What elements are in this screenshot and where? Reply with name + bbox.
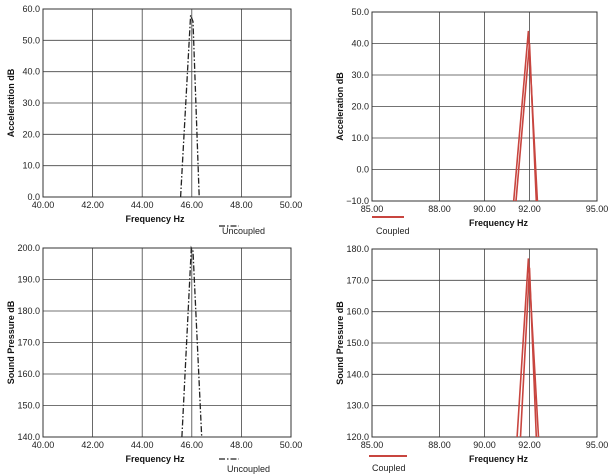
x-tick-label: 95.00: [586, 204, 609, 214]
y-axis-label: Acceleration dB: [335, 72, 345, 141]
plot-frame: [42, 8, 292, 198]
y-tick-label: 130.0: [346, 401, 369, 411]
x-tick-label: 85.00: [361, 204, 384, 214]
plot-frame: [371, 11, 598, 202]
x-tick-label: 46.00: [181, 440, 204, 450]
y-tick-label: 150.0: [346, 338, 369, 348]
y-tick-label: 140.0: [346, 369, 369, 379]
plot-frame: [371, 248, 598, 438]
x-tick-label: 50.00: [280, 200, 303, 210]
y-tick-label: 190.0: [17, 275, 40, 285]
x-tick-label: 42.00: [81, 440, 104, 450]
chart-1: 40.00 42.00 44.00 46.00 48.00 50.00 0.0 10.0 20.…: [6, 4, 302, 236]
y-tick-label: 120.0: [346, 432, 369, 442]
x-tick-label: 90.00: [473, 204, 496, 214]
legend-label: Coupled: [376, 226, 410, 236]
legend-label: Uncoupled: [222, 226, 265, 236]
x-tick-label: 92.00: [518, 204, 541, 214]
y-tick-label: 170.0: [17, 338, 40, 348]
x-axis-label: Frequency Hz: [125, 454, 185, 464]
y-tick-label: 0.0: [27, 192, 40, 202]
series-line: [519, 267, 538, 438]
x-tick-label: 95.00: [586, 440, 609, 450]
x-axis-label: Frequency Hz: [469, 218, 529, 228]
x-tick-label: 92.00: [518, 440, 541, 450]
y-tick-label: 20.0: [22, 129, 40, 139]
chart-2: 85.00 88.00 90.00 92.00 95.00 −10.0 0.0 10.0 20.…: [335, 7, 608, 236]
x-tick-label: 88.00: [428, 204, 451, 214]
y-tick-label: 60.0: [22, 4, 40, 14]
y-axis-label: Sound Pressure dB: [6, 300, 16, 384]
x-tick-label: 48.00: [230, 440, 253, 450]
y-tick-label: 20.0: [351, 102, 369, 112]
series-line: [181, 245, 203, 438]
y-tick-label: 200.0: [17, 243, 40, 253]
x-tick-label: 44.00: [131, 440, 154, 450]
y-tick-label: 50.0: [22, 35, 40, 45]
x-tick-label: 40.00: [32, 440, 55, 450]
x-tick-label: 40.00: [32, 200, 55, 210]
series-line: [179, 15, 200, 198]
x-tick-label: 42.00: [81, 200, 104, 210]
x-tick-label: 88.00: [428, 440, 451, 450]
y-tick-label: 30.0: [22, 98, 40, 108]
x-axis-label: Frequency Hz: [125, 214, 185, 224]
x-tick-label: 46.00: [181, 200, 204, 210]
x-tick-label: 44.00: [131, 200, 154, 210]
series-line: [512, 30, 539, 202]
y-tick-label: 30.0: [351, 70, 369, 80]
plot-frame: [42, 247, 292, 438]
x-tick-label: 85.00: [361, 440, 384, 450]
legend-label: Coupled: [372, 463, 406, 473]
y-tick-label: 10.0: [22, 161, 40, 171]
y-tick-label: 50.0: [351, 7, 369, 17]
y-tick-label: 180.0: [17, 306, 40, 316]
y-tick-label: 150.0: [17, 401, 40, 411]
y-tick-label: 0.0: [356, 165, 369, 175]
y-tick-label: 180.0: [346, 244, 369, 254]
y-tick-label: 40.0: [22, 67, 40, 77]
x-tick-label: 48.00: [230, 200, 253, 210]
series-line: [515, 43, 538, 202]
x-tick-label: 90.00: [473, 440, 496, 450]
y-tick-label: 40.0: [351, 39, 369, 49]
legend-label: Uncoupled: [227, 464, 270, 474]
series-line: [516, 258, 540, 438]
y-axis-label: Acceleration dB: [6, 68, 16, 137]
y-axis-label: Sound Pressure dB: [335, 301, 345, 385]
chart-4: 85.00 88.00 90.00 92.00 95.00 120.0 130.0 140.0…: [335, 244, 608, 473]
y-tick-label: 160.0: [17, 369, 40, 379]
y-tick-label: 10.0: [351, 133, 369, 143]
x-axis-label: Frequency Hz: [469, 454, 529, 464]
y-tick-label: 160.0: [346, 307, 369, 317]
y-tick-label: 170.0: [346, 275, 369, 285]
y-tick-label: 140.0: [17, 432, 40, 442]
x-tick-label: 50.00: [280, 440, 303, 450]
chart-3: 40.00 42.00 44.00 46.00 48.00 50.00 140.0 150.0…: [6, 243, 302, 474]
y-tick-label: −10.0: [346, 196, 369, 206]
